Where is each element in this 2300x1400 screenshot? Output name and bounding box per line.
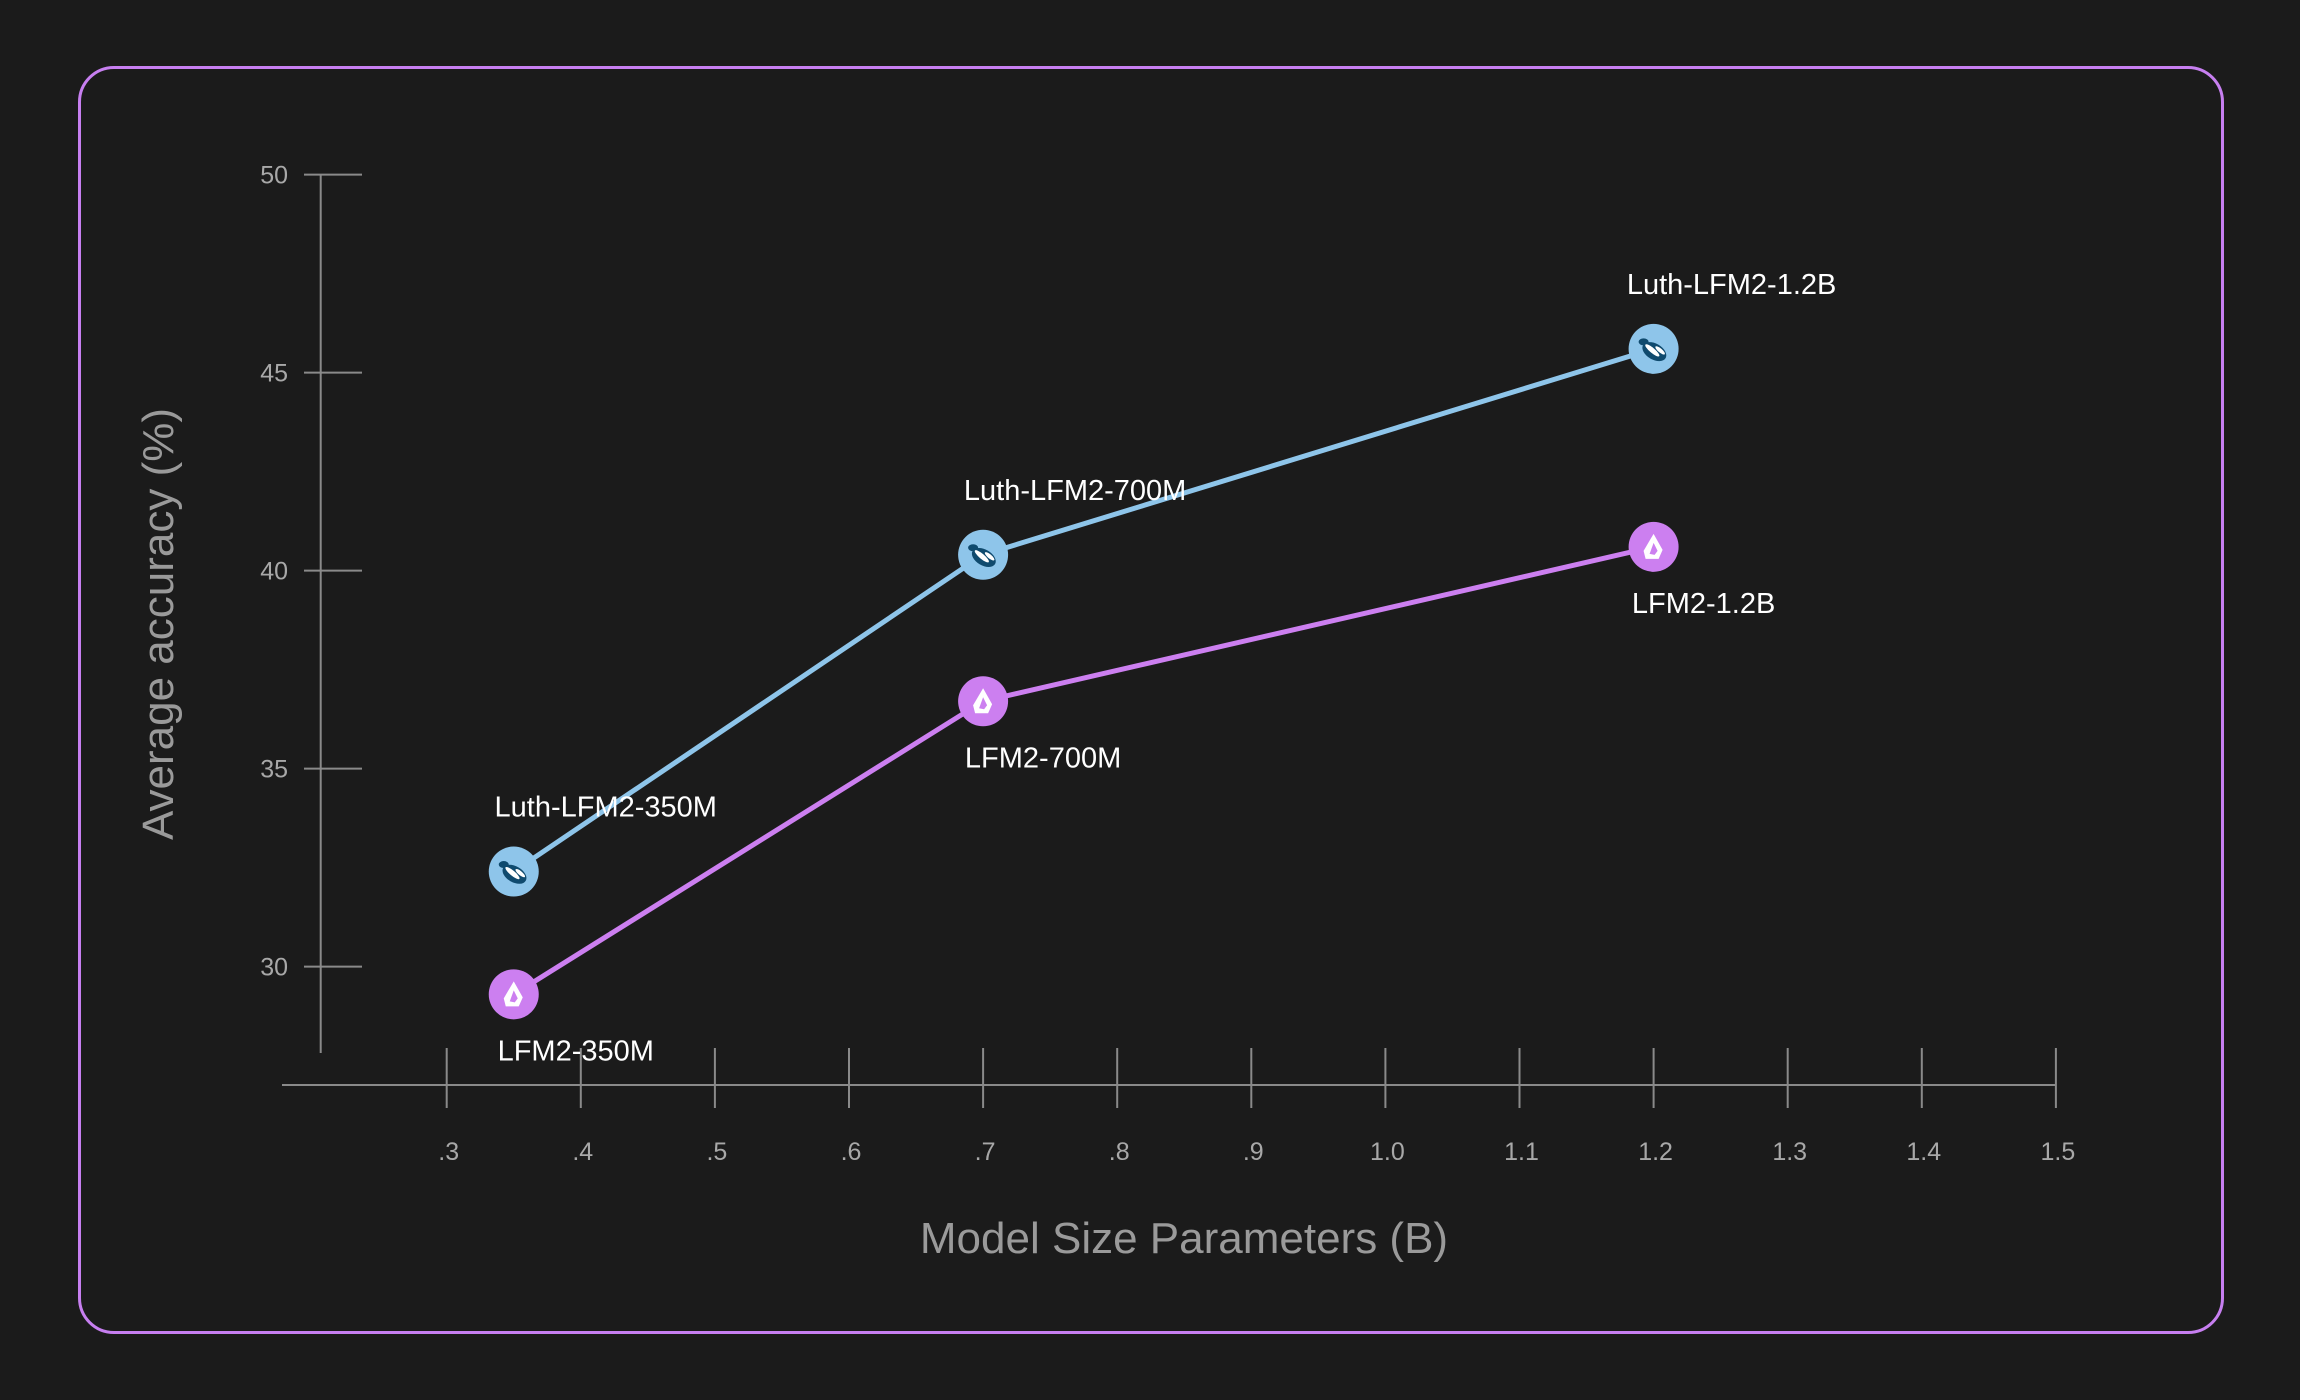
point-label: Luth-LFM2-1.2B <box>1627 269 1837 301</box>
point-label: LFM2-350M <box>498 1035 654 1067</box>
point-label: Luth-LFM2-700M <box>964 475 1186 507</box>
x-axis-title: Model Size Parameters (B) <box>920 1214 1448 1263</box>
y-tick-label: 45 <box>260 360 288 388</box>
x-tick-label: .9 <box>1243 1138 1264 1166</box>
point-labels: Luth-LFM2-350M Luth-LFM2-700M Luth-LFM2-1.… <box>495 269 1837 1067</box>
turtle-icon <box>1638 338 1667 362</box>
x-tick-label: 1.3 <box>1772 1138 1807 1166</box>
y-tick-label: 40 <box>260 558 288 586</box>
point-label: LFM2-1.2B <box>1632 588 1775 620</box>
data-point <box>1628 323 1679 374</box>
liquid-drop-icon <box>503 981 523 1007</box>
x-tick-label: 1.5 <box>2041 1138 2076 1166</box>
y-tick-label: 35 <box>260 756 288 784</box>
data-point <box>958 529 1009 580</box>
data-point <box>488 969 539 1020</box>
point-label: Luth-LFM2-350M <box>495 792 717 824</box>
series-lines <box>512 346 1655 997</box>
turtle-icon <box>968 544 996 567</box>
axes: 30 35 40 45 50 .3 .4 .5 .6 .7 .8 .9 1.0 1.1 1.2 1.3 1.4 1… <box>260 162 2075 1166</box>
data-point <box>1628 521 1679 572</box>
series-markers <box>488 323 1679 1020</box>
turtle-icon <box>498 861 527 884</box>
x-tick-label: .6 <box>841 1138 862 1166</box>
x-tick-label: 1.2 <box>1638 1138 1673 1166</box>
y-tick-label: 30 <box>260 954 288 982</box>
x-tick-label: .5 <box>706 1138 727 1166</box>
y-tick-label: 50 <box>260 162 288 190</box>
data-point <box>958 676 1009 727</box>
liquid-drop-icon <box>1643 533 1663 559</box>
x-tick-label: 1.4 <box>1906 1138 1941 1166</box>
chart-frame <box>78 66 2224 1334</box>
x-tick-label: .8 <box>1109 1138 1130 1166</box>
liquid-drop-icon <box>973 688 993 714</box>
x-tick-label: .7 <box>975 1138 996 1166</box>
x-tick-label: 1.1 <box>1504 1138 1539 1166</box>
y-axis-title: Average accuracy (%) <box>134 408 183 840</box>
x-tick-label: .3 <box>438 1138 459 1166</box>
point-label: LFM2-700M <box>965 742 1121 774</box>
x-tick-label: 1.0 <box>1370 1138 1405 1166</box>
data-point <box>488 846 539 897</box>
x-tick-label: .4 <box>572 1138 593 1166</box>
